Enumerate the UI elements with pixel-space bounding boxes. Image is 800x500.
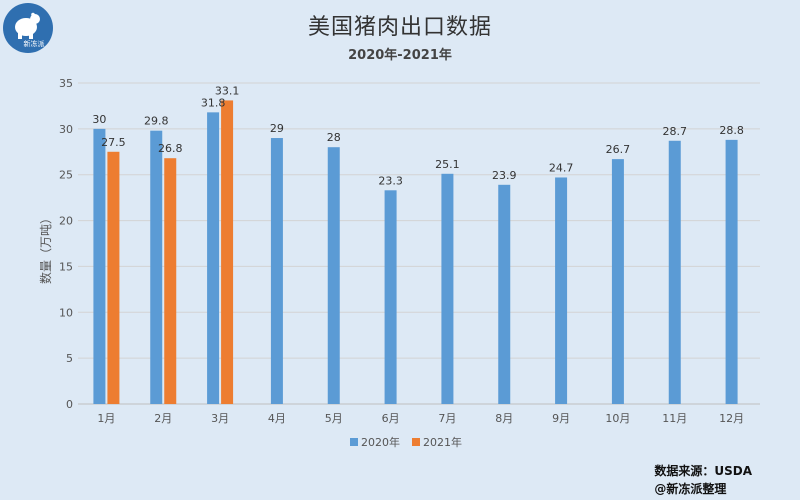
data-labels: 30 27.5 29.8 26.8 31.833.1 29 28 23.3 25.1 23.9 24…	[92, 84, 743, 187]
x-tick-label: 3月	[211, 412, 229, 425]
x-tick-label: 9月	[552, 412, 570, 425]
bars	[93, 100, 738, 405]
x-tick-label: 11月	[662, 412, 687, 425]
y-tick-label: 25	[59, 169, 73, 182]
x-axis-ticks: 1月 2月 3月 4月 5月 6月 7月 8月 9月 10月 11月 12月	[97, 412, 744, 425]
source-line-2: @新冻派整理	[654, 482, 727, 496]
legend-label: 2020年	[361, 435, 400, 449]
x-tick-label: 5月	[325, 412, 343, 425]
data-label: 26.8	[158, 142, 183, 155]
y-tick-label: 35	[59, 77, 73, 90]
y-tick-label: 30	[59, 123, 73, 136]
x-tick-label: 1月	[97, 412, 115, 425]
data-label: 23.9	[492, 169, 517, 182]
legend-swatch	[412, 438, 420, 446]
y-tick-label: 15	[59, 260, 73, 273]
chart-title: 美国猪肉出口数据	[307, 15, 492, 40]
data-label: 27.5	[101, 136, 126, 149]
x-tick-label: 2月	[154, 412, 172, 425]
data-label: 33.1	[215, 84, 240, 97]
bar	[668, 140, 681, 404]
bar	[270, 138, 283, 404]
data-label: 31.8	[201, 96, 226, 109]
x-tick-label: 4月	[268, 412, 286, 425]
data-label: 26.7	[606, 143, 631, 156]
y-tick-label: 0	[66, 398, 73, 411]
x-tick-label: 8月	[495, 412, 513, 425]
source-line-1: 数据来源：USDA	[654, 464, 752, 478]
bar	[107, 151, 120, 404]
data-label: 28.8	[719, 124, 744, 137]
data-label: 29.8	[144, 115, 169, 128]
y-axis-label: 数量（万吨）	[38, 212, 53, 284]
bar	[93, 128, 106, 404]
logo: 新冻派	[3, 3, 53, 53]
bar	[498, 184, 511, 404]
y-axis-ticks: 0 5 10 15 20 25 30 35	[59, 77, 73, 411]
legend: 2020年 2021年	[350, 435, 462, 449]
legend-swatch	[350, 438, 358, 446]
bar	[441, 173, 454, 404]
bar	[164, 158, 177, 404]
data-label: 28	[327, 131, 341, 144]
bar	[725, 139, 738, 404]
data-label: 24.7	[549, 161, 574, 174]
data-label: 30	[92, 113, 106, 126]
y-tick-label: 20	[59, 215, 73, 228]
data-label: 23.3	[378, 174, 403, 187]
data-label: 25.1	[435, 158, 460, 171]
chart-subtitle: 2020年-2021年	[348, 48, 452, 63]
legend-label: 2021年	[423, 435, 462, 449]
data-label: 29	[270, 122, 284, 135]
bar	[221, 100, 234, 404]
bar	[384, 190, 397, 404]
polar-bear-icon	[15, 12, 40, 39]
data-source: 数据来源：USDA @新冻派整理	[654, 462, 752, 498]
bar	[327, 147, 340, 404]
y-tick-label: 5	[66, 352, 73, 365]
bar	[150, 130, 163, 405]
data-label: 28.7	[663, 125, 688, 138]
x-tick-label: 10月	[605, 412, 630, 425]
x-tick-label: 6月	[382, 412, 400, 425]
y-tick-label: 10	[59, 306, 73, 319]
gridlines	[78, 82, 760, 405]
bar	[207, 112, 220, 404]
bar	[555, 177, 568, 404]
logo-text: 新冻派	[24, 39, 45, 48]
bar	[611, 159, 624, 404]
x-tick-label: 12月	[719, 412, 744, 425]
x-tick-label: 7月	[438, 412, 456, 425]
